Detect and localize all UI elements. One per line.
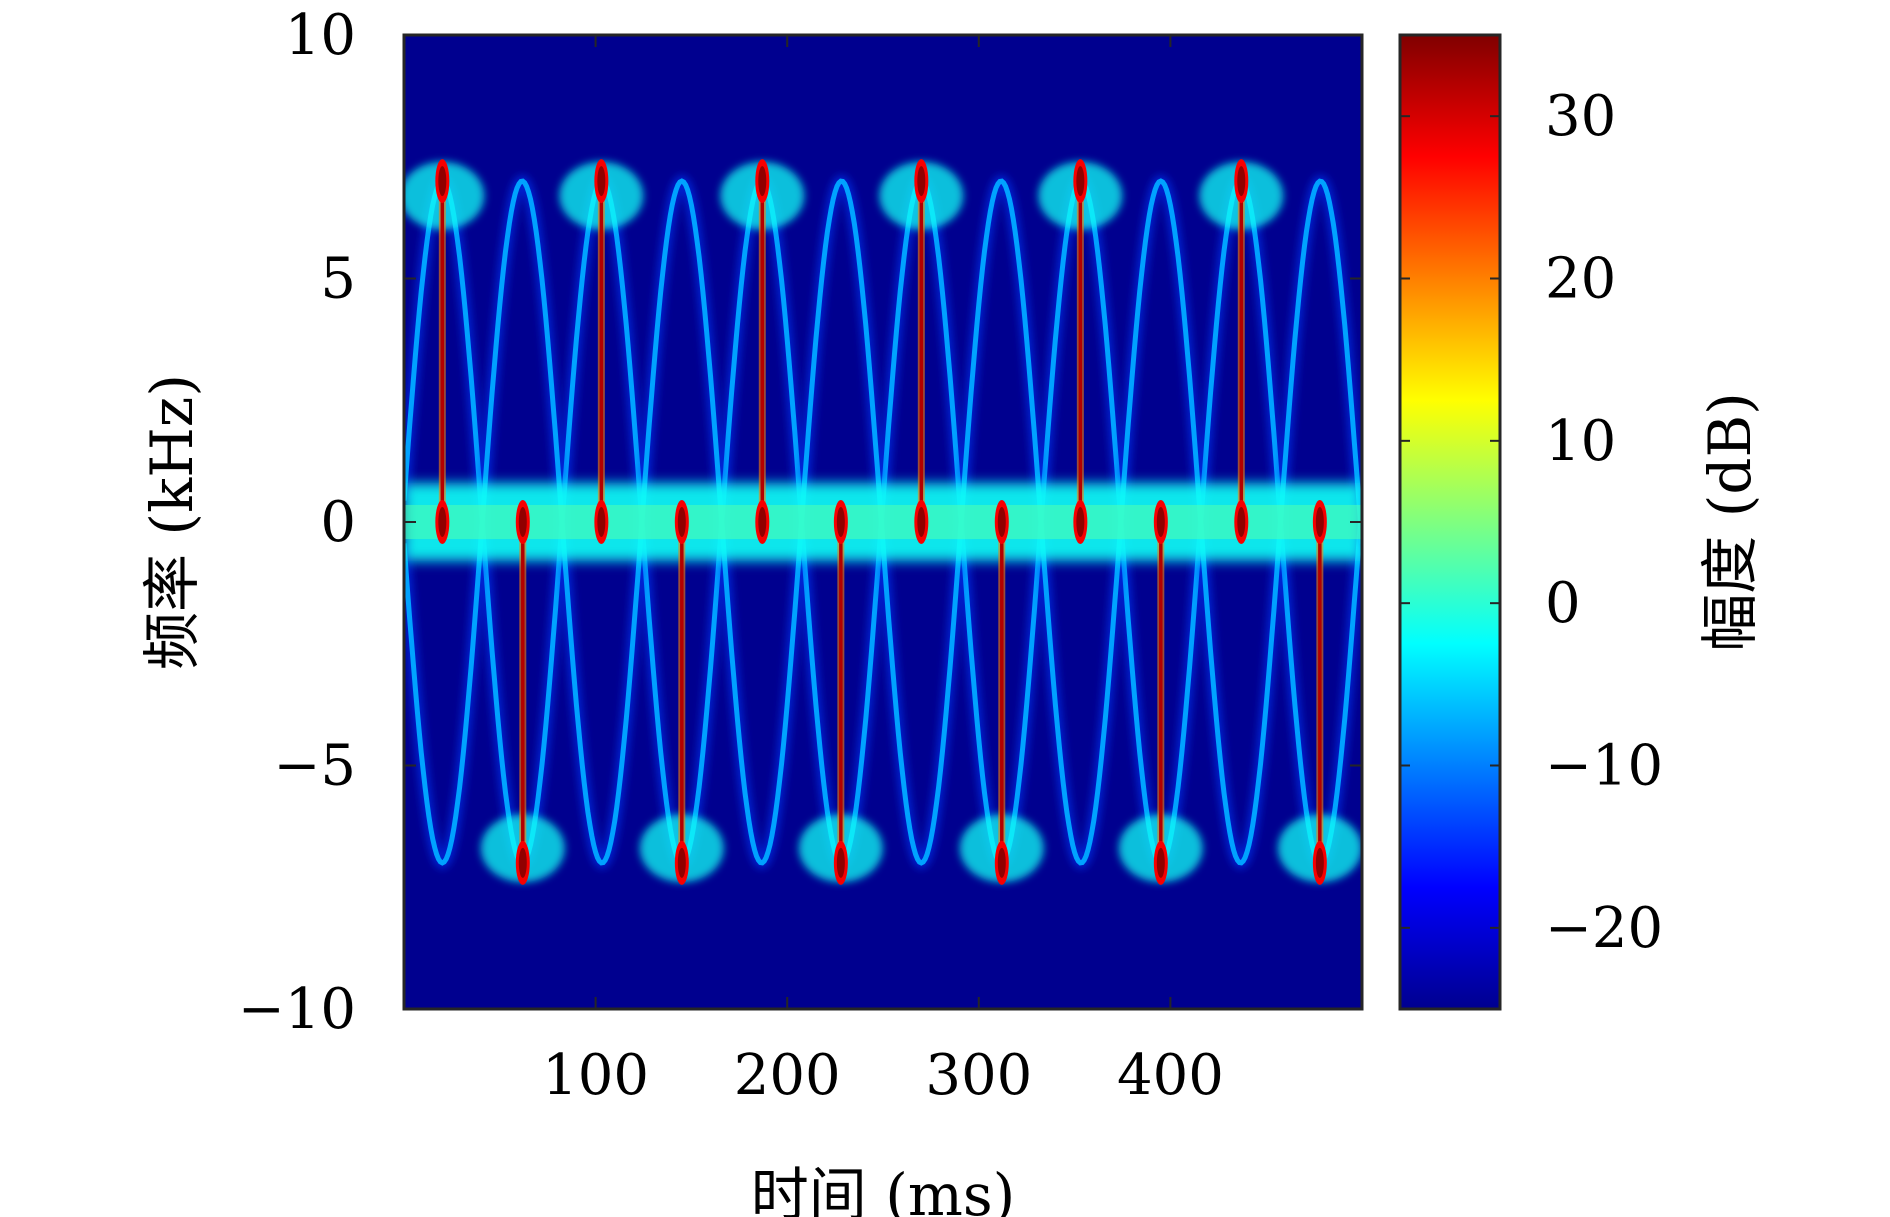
x-axis-label: 时间 (ms): [751, 1161, 1015, 1217]
flash-endpoint-core: [997, 847, 1006, 878]
x-tick-label: 200: [734, 1043, 841, 1108]
colorbar: 30 20 10 0 −10 −20: [1398, 33, 1663, 1011]
flash-endpoint-core: [758, 166, 767, 197]
flash-endpoint-core: [518, 847, 527, 878]
x-tick-label: 300: [925, 1043, 1032, 1108]
x-tick-label: 100: [542, 1043, 649, 1108]
flash-endpoint-core: [1076, 166, 1085, 197]
flash-endpoint-core: [836, 847, 845, 878]
y-tick-label: −10: [238, 977, 356, 1042]
flash-endpoint-core: [597, 507, 606, 537]
colorbar-tick-label: 0: [1545, 571, 1581, 636]
dc-band-core: [404, 504, 1362, 540]
flash-endpoint-core: [597, 166, 606, 197]
flash-endpoint-core: [1156, 847, 1165, 878]
y-tick-label: 0: [320, 490, 356, 555]
flash-endpoint-core: [917, 507, 926, 537]
flash-endpoint-core: [1315, 847, 1324, 878]
colorbar-tick-label: 20: [1545, 247, 1616, 312]
flash-endpoint-core: [1076, 507, 1085, 537]
flash-endpoint-core: [1156, 507, 1165, 537]
flash-endpoint-core: [758, 507, 767, 537]
colorbar-tick-label: 10: [1545, 409, 1616, 474]
flash-endpoint-core: [917, 166, 926, 197]
flash-endpoint-core: [836, 507, 845, 537]
colorbar-tick-label: 30: [1545, 84, 1616, 149]
flash-endpoint-core: [438, 166, 447, 197]
y-tick-label: −5: [273, 734, 356, 799]
flash-endpoint-core: [1237, 166, 1246, 197]
y-axis-ticks: 10 5 0 −5 −10: [238, 3, 1362, 1042]
x-axis-ticks: 100 200 300 400: [542, 35, 1224, 1108]
y-axis-label: 频率 (kHz): [138, 374, 206, 670]
flash-endpoint-core: [518, 507, 527, 537]
x-tick-label: 400: [1117, 1043, 1224, 1108]
y-tick-label: 10: [285, 3, 356, 68]
colorbar-frame: [1398, 33, 1502, 1011]
y-tick-label: 5: [320, 247, 356, 312]
colorbar-ticks: 30 20 10 0 −10 −20: [1400, 84, 1663, 961]
colorbar-gradient: [1400, 35, 1500, 1009]
plot-area: 100 200 300 400 10 5 0 −5 −10: [238, 3, 1364, 1108]
colorbar-tick-label: −20: [1545, 896, 1663, 961]
flash-endpoint-core: [677, 847, 686, 878]
flash-endpoint-core: [438, 507, 447, 537]
flash-endpoint-core: [677, 507, 686, 537]
flash-endpoint-core: [997, 507, 1006, 537]
colorbar-tick-label: −10: [1545, 734, 1663, 799]
colorbar-label: 幅度 (dB): [1696, 392, 1764, 651]
flash-endpoint-core: [1315, 507, 1324, 537]
heatmap-layer: [404, 159, 1362, 885]
flash-endpoint-core: [1237, 507, 1246, 537]
